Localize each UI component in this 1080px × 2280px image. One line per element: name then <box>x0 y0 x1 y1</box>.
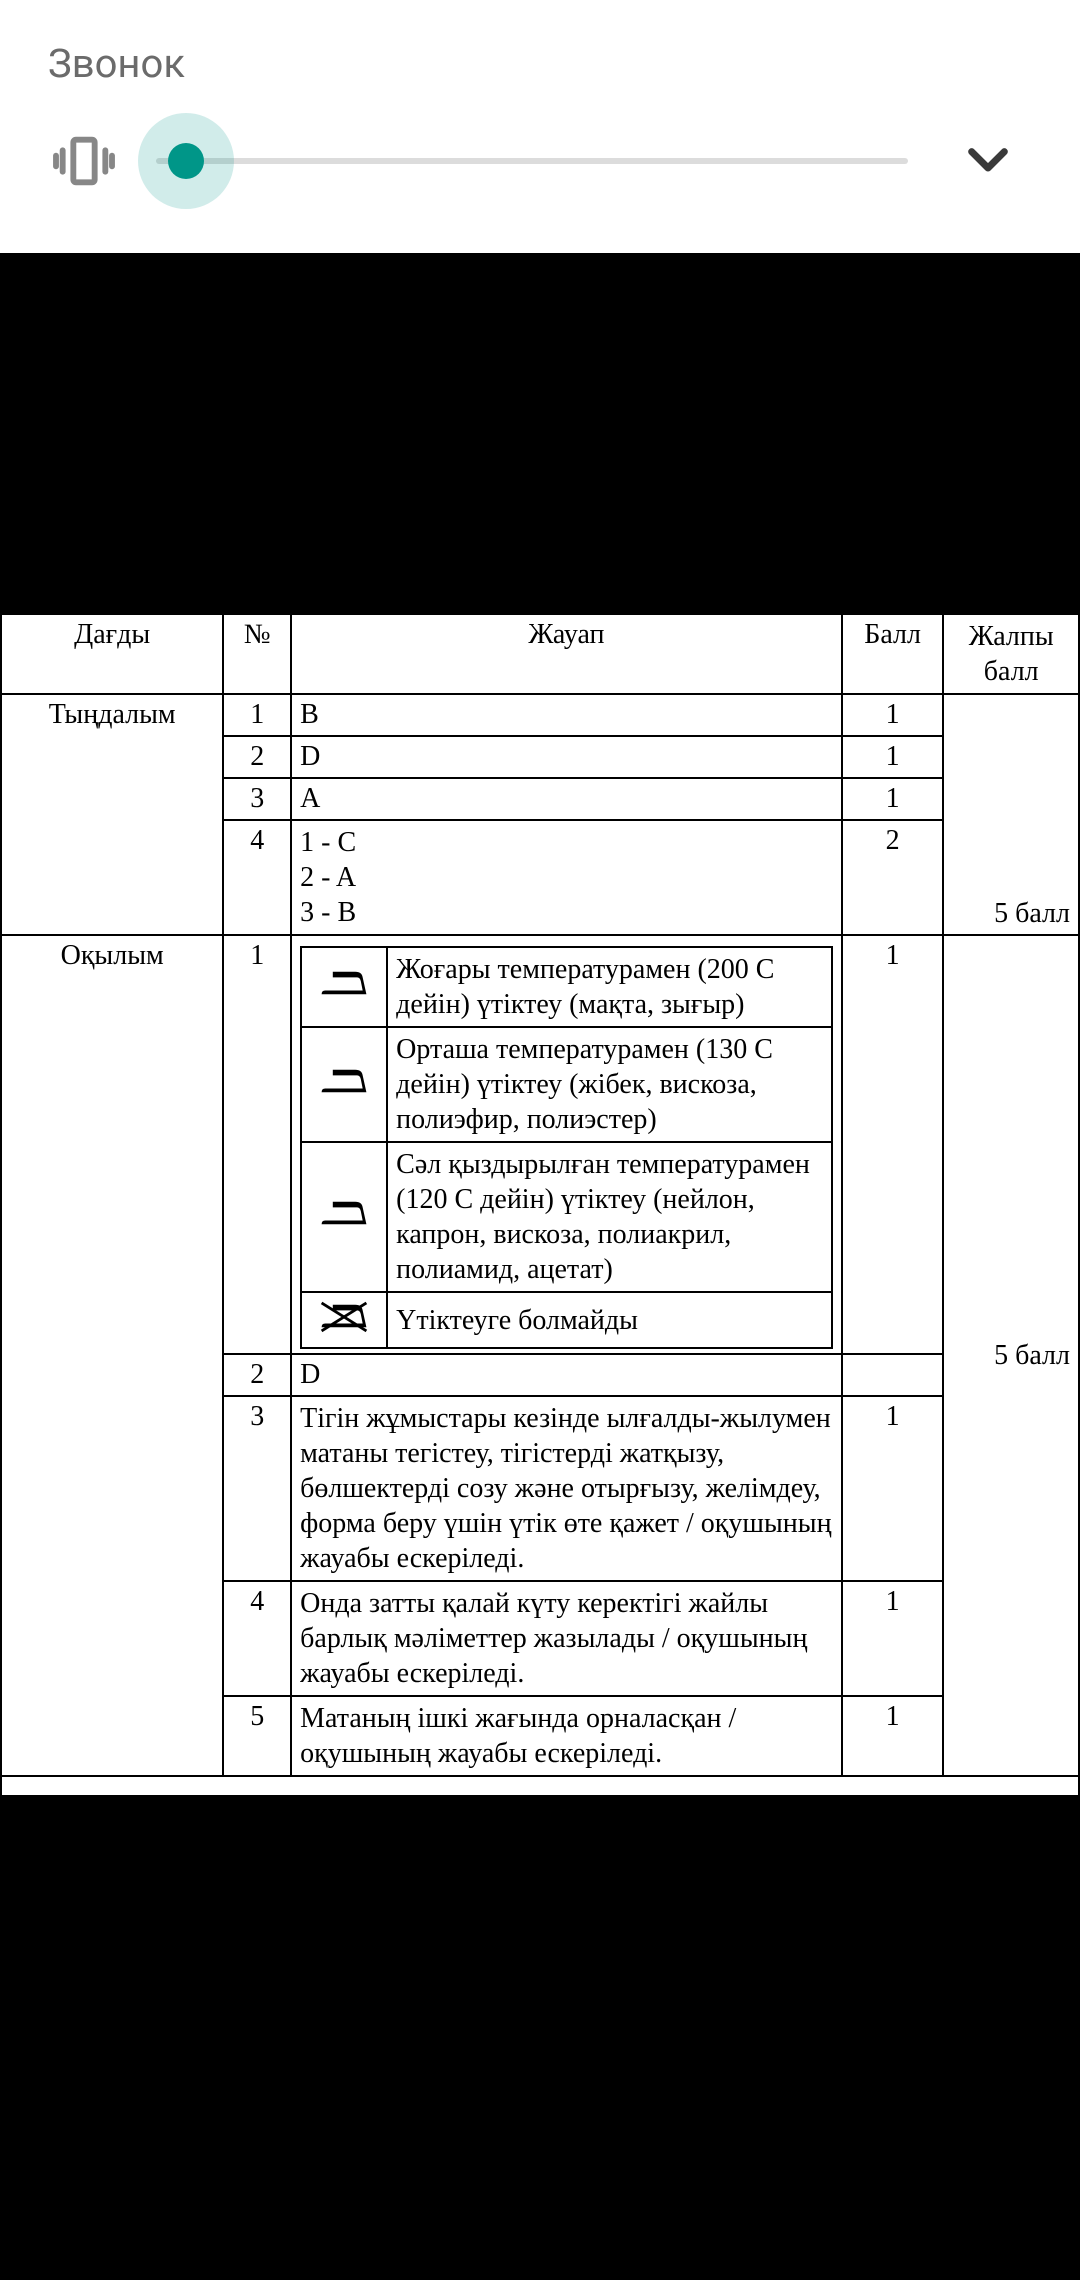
iron-3dot-icon <box>301 947 387 1027</box>
table-header-row: Дағды № Жауап Балл Жалпы балл <box>1 614 1079 694</box>
iron-subtable: Жоғары температурамен (200 С дейін) үтік… <box>300 946 833 1349</box>
cell-score: 2 <box>842 820 944 935</box>
cell-score: 1 <box>842 694 944 736</box>
sub-text: Жоғары температурамен (200 С дейін) үтік… <box>387 947 832 1027</box>
table-row: Оқылым 1 Жоғары температурамен (200 С де… <box>1 935 1079 1354</box>
sub-row: Үтіктеуге болмайды <box>301 1292 832 1348</box>
section2-name: Оқылым <box>1 935 223 1776</box>
cell-answer-subtable: Жоғары температурамен (200 С дейін) үтік… <box>291 935 842 1354</box>
expand-button[interactable] <box>944 133 1032 189</box>
cell-score <box>842 1354 944 1396</box>
slider-track <box>156 158 908 164</box>
cell-num: 1 <box>223 935 291 1354</box>
sub-row: Орташа температурамен (130 С дейін) үтік… <box>301 1027 832 1142</box>
cell-num: 2 <box>223 736 291 778</box>
cell-answer: A <box>291 778 842 820</box>
cell-score: 1 <box>842 1581 944 1696</box>
header-num: № <box>223 614 291 694</box>
table-row: Тыңдалым 1 B 1 5 балл <box>1 694 1079 736</box>
sub-text: Орташа температурамен (130 С дейін) үтік… <box>387 1027 832 1142</box>
header-total: Жалпы балл <box>943 614 1079 694</box>
section2-total: 5 балл <box>943 935 1079 1776</box>
cell-answer: D <box>291 1354 842 1396</box>
cell-score: 1 <box>842 778 944 820</box>
sub-text: Сәл қыздырылған температурамен (120 С де… <box>387 1142 832 1292</box>
slider-thumb[interactable] <box>168 143 204 179</box>
cell-answer: D <box>291 736 842 778</box>
cell-answer: 1 - C 2 - A 3 - B <box>291 820 842 935</box>
iron-2dot-icon <box>301 1027 387 1142</box>
black-background-bottom <box>0 1797 1080 2280</box>
answer-table: Дағды № Жауап Балл Жалпы балл Тыңдалым 1… <box>0 613 1080 1797</box>
cell-num: 1 <box>223 694 291 736</box>
sub-text: Үтіктеуге болмайды <box>387 1292 832 1348</box>
cell-num: 3 <box>223 1396 291 1581</box>
slider-row <box>48 125 1032 197</box>
cell-num: 4 <box>223 820 291 935</box>
cell-num: 5 <box>223 1696 291 1776</box>
vibrate-icon[interactable] <box>48 125 120 197</box>
cell-answer: Тігін жұмыстары кезінде ылғалды-жылумен … <box>291 1396 842 1581</box>
header-score: Балл <box>842 614 944 694</box>
document-view[interactable]: Дағды № Жауап Балл Жалпы балл Тыңдалым 1… <box>0 613 1080 1797</box>
header-skill: Дағды <box>1 614 223 694</box>
cell-score: 1 <box>842 736 944 778</box>
empty-cell <box>1 1776 1079 1796</box>
table-footer-row <box>1 1776 1079 1796</box>
iron-1dot-icon <box>301 1142 387 1292</box>
cell-num: 3 <box>223 778 291 820</box>
cell-score: 1 <box>842 935 944 1354</box>
cell-answer: B <box>291 694 842 736</box>
cell-answer: Матаның ішкі жағында орналасқан / оқушын… <box>291 1696 842 1776</box>
header-answer: Жауап <box>291 614 842 694</box>
volume-panel: Звонок <box>0 0 1080 253</box>
section1-total: 5 балл <box>943 694 1079 935</box>
sub-row: Сәл қыздырылған температурамен (120 С де… <box>301 1142 832 1292</box>
cell-num: 4 <box>223 1581 291 1696</box>
volume-slider[interactable] <box>156 125 908 197</box>
cell-answer: Онда затты қалай күту керектігі жайлы ба… <box>291 1581 842 1696</box>
black-background-top <box>0 253 1080 613</box>
iron-no-icon <box>301 1292 387 1348</box>
chevron-down-icon <box>960 133 1016 189</box>
sub-row: Жоғары температурамен (200 С дейін) үтік… <box>301 947 832 1027</box>
cell-score: 1 <box>842 1696 944 1776</box>
section1-name: Тыңдалым <box>1 694 223 935</box>
panel-title: Звонок <box>48 40 1032 87</box>
cell-score: 1 <box>842 1396 944 1581</box>
cell-num: 2 <box>223 1354 291 1396</box>
